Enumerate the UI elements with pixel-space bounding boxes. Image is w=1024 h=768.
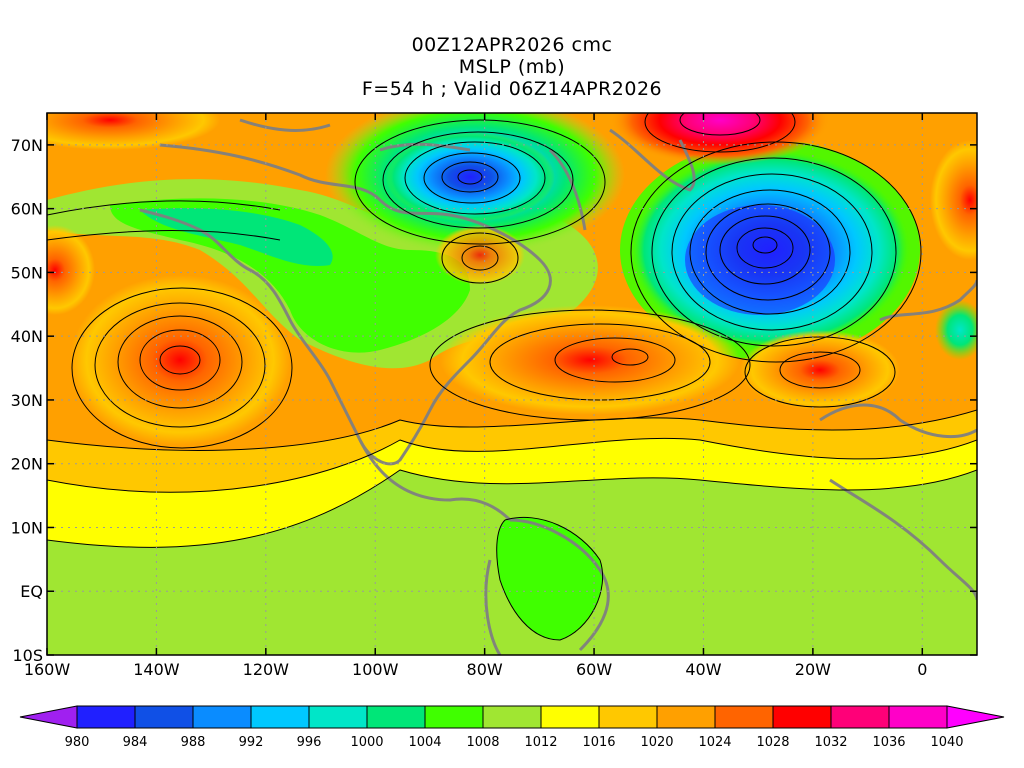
lon-label: 140W: [133, 660, 180, 679]
colorbar-low-arrow: [19, 705, 78, 729]
colorbar-label: 984: [123, 735, 148, 750]
colorbar-label: 1032: [814, 735, 847, 750]
colorbar-swatch: [714, 705, 774, 729]
lat-label: 40N: [11, 327, 43, 346]
colorbar-label: 1008: [466, 735, 499, 750]
lon-label: 60W: [576, 660, 612, 679]
lat-label: 20N: [11, 455, 43, 474]
colorbar-swatch: [540, 705, 600, 729]
colorbar-label: 988: [181, 735, 206, 750]
colorbar-swatch: [656, 705, 716, 729]
colorbar-label: 996: [297, 735, 322, 750]
title-run: 00Z12APR2026 cmc: [411, 34, 613, 56]
lat-label: EQ: [20, 582, 43, 601]
coastlines: [139, 118, 977, 655]
colorbar-label: 1036: [872, 735, 905, 750]
colorbar-label: 980: [65, 735, 90, 750]
colorbar: 980 984 988 992 996 1000 1004 1008 1012 1016 1020 1…: [19, 705, 1005, 750]
lon-label: 160W: [24, 660, 71, 679]
colorbar-label: 1020: [640, 735, 673, 750]
title-valid: F=54 h ; Valid 06Z14APR2026: [361, 78, 663, 100]
colorbar-label: 1024: [698, 735, 731, 750]
colorbar-label: 1028: [756, 735, 789, 750]
plot-frame: [46, 112, 978, 656]
lat-label: 30N: [11, 391, 43, 410]
graticule: [47, 113, 977, 655]
colorbar-swatch: [134, 705, 194, 729]
colorbar-swatch: [598, 705, 658, 729]
lon-label: 80W: [467, 660, 503, 679]
colorbar-swatch: [250, 705, 310, 729]
colorbar-swatch: [888, 705, 948, 729]
colorbar-label: 1004: [408, 735, 441, 750]
lon-label: 100W: [352, 660, 399, 679]
colorbar-swatch: [76, 705, 136, 729]
lon-label: 120W: [243, 660, 290, 679]
lat-label: 50N: [11, 263, 43, 282]
colorbar-swatch: [830, 705, 890, 729]
lon-label: 40W: [685, 660, 721, 679]
colorbar-swatch: [192, 705, 252, 729]
colorbar-label: 1040: [930, 735, 963, 750]
isobars: [47, 113, 977, 641]
title-field: MSLP (mb): [458, 56, 566, 78]
colorbar-high-arrow: [946, 705, 1005, 729]
colorbar-label: 1000: [350, 735, 383, 750]
colorbar-swatch: [308, 705, 368, 729]
colorbar-label: 992: [239, 735, 264, 750]
colorbar-swatch: [366, 705, 426, 729]
colorbar-swatch: [772, 705, 832, 729]
lon-label: 0: [917, 660, 927, 679]
lat-label: 10N: [11, 518, 43, 537]
lon-label: 20W: [795, 660, 831, 679]
colorbar-label: 1012: [524, 735, 557, 750]
lat-label: 70N: [11, 136, 43, 155]
colorbar-swatch: [482, 705, 542, 729]
lat-label: 60N: [11, 200, 43, 219]
field-fill: [47, 113, 977, 655]
colorbar-swatch: [424, 705, 484, 729]
colorbar-label: 1016: [582, 735, 615, 750]
lat-label: 10S: [12, 646, 43, 665]
